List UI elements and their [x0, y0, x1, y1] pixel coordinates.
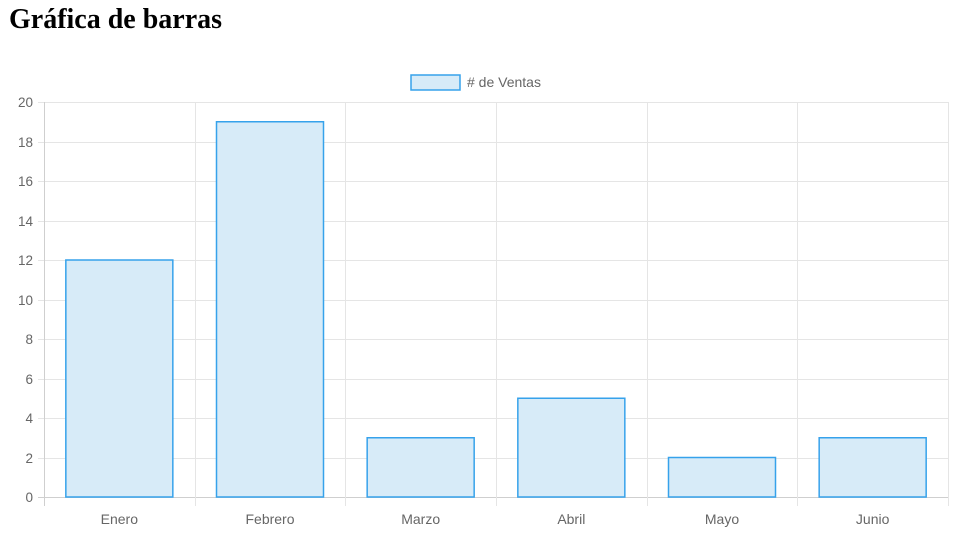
grid-lines	[38, 102, 949, 506]
y-tick-label: 12	[18, 253, 33, 268]
legend: # de Ventas	[410, 74, 541, 91]
bar-marzo[interactable]	[366, 437, 475, 498]
x-tick-label: Marzo	[401, 511, 440, 527]
bar-abril[interactable]	[517, 397, 626, 498]
legend-label: # de Ventas	[467, 74, 541, 90]
page-title: Gráfica de barras	[9, 4, 223, 35]
y-tick-label: 20	[18, 95, 33, 110]
x-tick-label: Junio	[856, 511, 890, 527]
y-tick-label: 4	[25, 411, 33, 426]
bar-junio[interactable]	[818, 437, 927, 498]
y-tick-label: 8	[25, 332, 33, 347]
bar-enero[interactable]	[65, 259, 174, 498]
x-tick-label: Enero	[101, 511, 139, 527]
y-tick-label: 2	[25, 451, 33, 466]
y-tick-label: 16	[18, 174, 33, 189]
legend-swatch	[410, 74, 461, 91]
bar-mayo[interactable]	[667, 456, 777, 498]
x-tick-label: Abril	[557, 511, 585, 527]
bars	[65, 121, 927, 498]
bar-febrero[interactable]	[215, 121, 325, 498]
y-tick-label: 14	[18, 214, 34, 229]
x-tick-label: Febrero	[245, 511, 294, 527]
y-tick-label: 18	[18, 135, 33, 150]
y-tick-label: 0	[25, 490, 33, 505]
y-tick-label: 10	[18, 293, 33, 308]
axes: 0 2 4 6 8 10 12 14 16 18 20 Enero Febrero Marzo Abril M…	[18, 95, 890, 527]
y-tick-label: 6	[25, 372, 33, 387]
x-tick-label: Mayo	[705, 511, 739, 527]
